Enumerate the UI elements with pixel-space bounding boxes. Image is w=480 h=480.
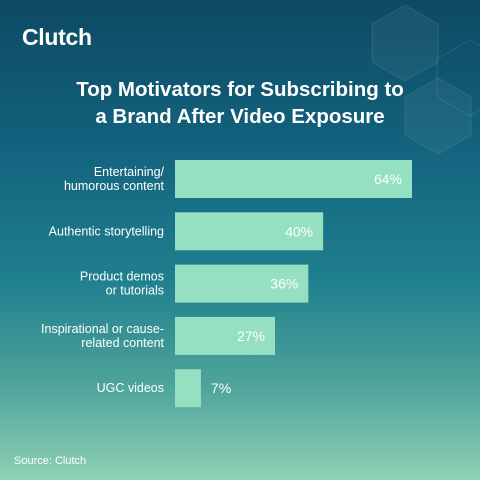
value-label-5: 7% bbox=[211, 380, 231, 396]
chart-title-line-2: a Brand After Video Exposure bbox=[95, 105, 385, 128]
logo-text: Clutch bbox=[22, 24, 92, 50]
clutch-logo: Clutch bbox=[22, 24, 92, 51]
bar-3 bbox=[175, 264, 309, 303]
bar-4 bbox=[175, 316, 275, 355]
hexagon-decoration bbox=[371, 4, 480, 155]
bar-2 bbox=[175, 212, 324, 251]
category-label-1: Entertaining/humorous content bbox=[64, 165, 165, 193]
value-label-4: 27% bbox=[237, 328, 265, 344]
source-note: Source: Clutch bbox=[14, 455, 87, 467]
category-label-4: Inspirational or cause-related content bbox=[41, 322, 165, 350]
category-label-3: Product demos or tutorials bbox=[80, 270, 164, 298]
category-label-5: UGC videos bbox=[97, 381, 164, 395]
bar-1 bbox=[175, 160, 412, 198]
value-label-2: 40% bbox=[285, 223, 313, 239]
value-label-3: 36% bbox=[270, 276, 298, 292]
chart-title: Top Motivators for Subscribing to a Bran… bbox=[40, 76, 440, 130]
chart-title-line-1: Top Motivators for Subscribing to bbox=[76, 78, 404, 101]
category-label-2: Authentic storytelling bbox=[49, 224, 164, 238]
bar-5 bbox=[175, 369, 201, 408]
value-label-1: 64% bbox=[374, 171, 402, 187]
